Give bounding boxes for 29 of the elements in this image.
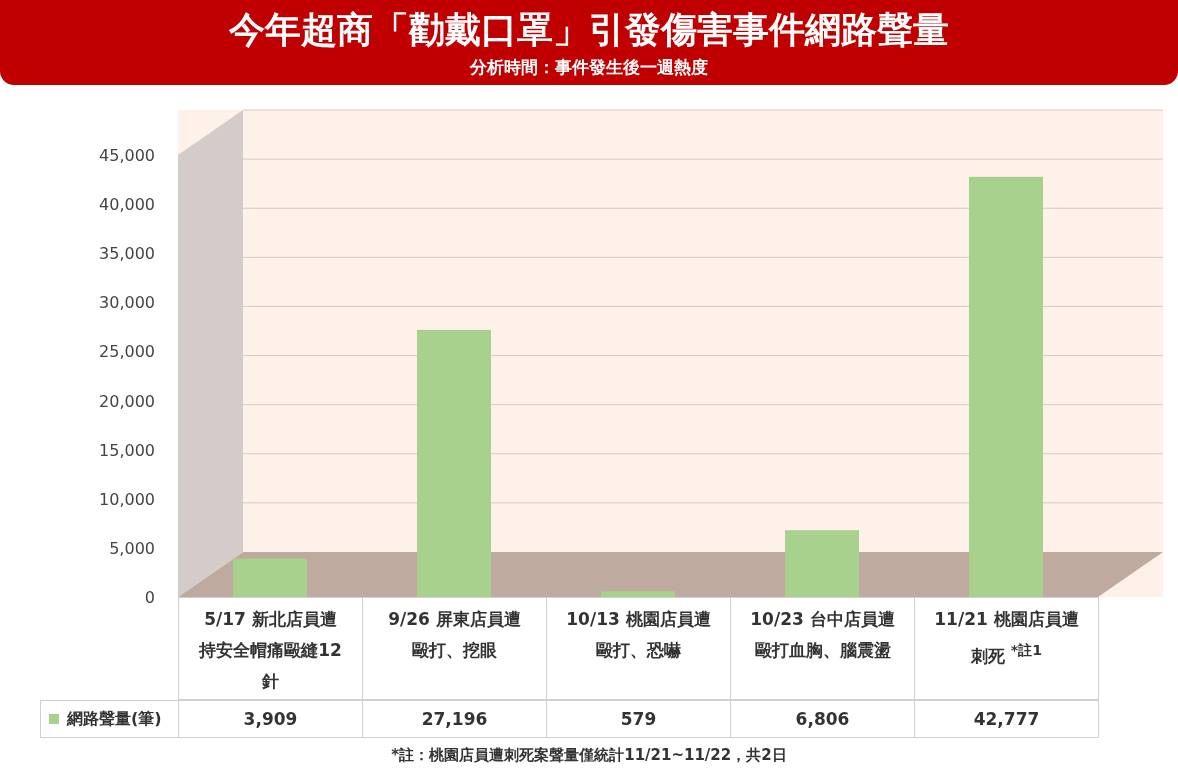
y-tick-label: 30,000 bbox=[99, 293, 155, 313]
bar bbox=[417, 329, 491, 597]
y-tick-label: 35,000 bbox=[99, 244, 155, 264]
data-label: 6,806 bbox=[730, 700, 915, 738]
y-tick-label: 5,000 bbox=[109, 538, 155, 558]
bar bbox=[601, 591, 675, 597]
x-tick-label: 10/23 台中店員遭毆打血胸、腦震盪 bbox=[749, 608, 896, 662]
y-tick-label: 45,000 bbox=[99, 146, 155, 165]
chart-subtitle: 分析時間：事件發生後一週熱度 bbox=[469, 56, 709, 79]
bar bbox=[969, 176, 1043, 597]
data-label: 579 bbox=[546, 700, 731, 738]
x-tick-label: 5/17 新北店員遭持安全帽痛毆縫12針 bbox=[197, 608, 343, 693]
y-tick-label: 20,000 bbox=[99, 391, 155, 411]
legend-label: 網路聲量(筆) bbox=[40, 700, 179, 738]
text: *註：桃園店員遭刺死案聲量僅統計11/21~11/22，共2日 bbox=[390, 746, 788, 765]
y-tick-label: 15,000 bbox=[99, 440, 155, 460]
data-label: 27,196 bbox=[362, 700, 547, 738]
y-tick-label: 0 bbox=[144, 588, 155, 607]
y-tick-label: 10,000 bbox=[99, 489, 155, 509]
data-label: 42,777 bbox=[914, 700, 1099, 738]
chart-title: 今年超商「勸戴口罩」引發傷害事件網路聲量 bbox=[228, 8, 950, 52]
bar bbox=[233, 558, 307, 597]
x-tick-label: 11/21 桃園店員遭刺死 $^{*註1}$ bbox=[933, 608, 1080, 668]
x-tick-label: 9/26 屏東店員遭毆打、挖眼 bbox=[387, 608, 522, 662]
bar bbox=[785, 530, 859, 597]
data-label: 3,909 bbox=[178, 700, 363, 738]
y-tick-label: 40,000 bbox=[99, 195, 155, 215]
x-tick-label: 10/13 桃園店員遭毆打、恐嚇 bbox=[565, 608, 712, 662]
y-tick-label: 25,000 bbox=[99, 342, 155, 362]
